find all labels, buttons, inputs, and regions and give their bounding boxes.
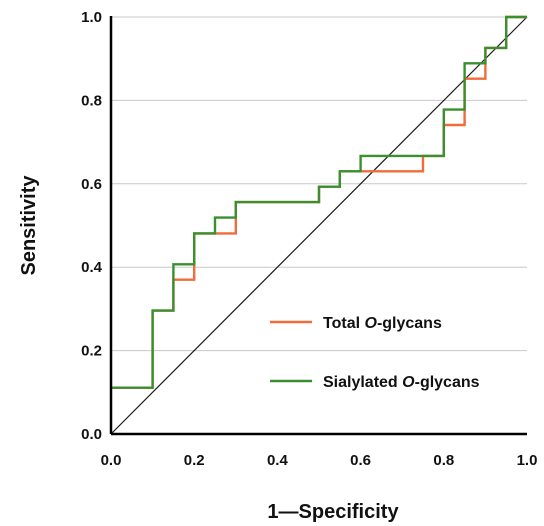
series-group (111, 15, 527, 389)
y-axis-title: Sensitivity (18, 175, 40, 276)
y-tick-labels: 0.0 0.2 0.4 0.6 0.8 1.0 (81, 9, 103, 443)
x-tick-label: 0.0 (101, 452, 122, 469)
legend-label-sialylated-o-glycans: Sialylated O-glycans (323, 374, 480, 391)
y-tick-label: 0.0 (81, 426, 102, 443)
x-tick-label: 1.0 (517, 452, 538, 469)
legend-label-suffix: -glycans (377, 315, 442, 332)
x-axis-title: 1—Specificity (267, 501, 399, 523)
series-line-sialylated-o-glycans (111, 15, 527, 389)
legend-label-italic: O (402, 374, 415, 391)
axes (109, 16, 527, 436)
x-tick-label: 0.2 (184, 452, 205, 469)
x-tick-label: 0.8 (433, 452, 454, 469)
legend-label-suffix: -glycans (415, 374, 480, 391)
legend-label-part: Sialylated (323, 374, 402, 391)
y-tick-label: 0.4 (81, 259, 103, 276)
x-tick-labels: 0.0 0.2 0.4 0.6 0.8 1.0 (101, 452, 538, 469)
legend-label-total-o-glycans: Total O-glycans (323, 315, 442, 332)
x-tick-label: 0.6 (350, 452, 371, 469)
legend-label-italic: O (364, 315, 377, 332)
grid-lines (111, 16, 527, 352)
x-tick-label: 0.4 (267, 452, 289, 469)
y-tick-label: 0.8 (81, 92, 102, 109)
legend-label-part: Total (323, 315, 364, 332)
reference-diagonal-line (110, 16, 528, 435)
y-tick-label: 1.0 (81, 9, 102, 26)
y-tick-label: 0.6 (81, 176, 102, 193)
y-tick-label: 0.2 (81, 343, 102, 360)
